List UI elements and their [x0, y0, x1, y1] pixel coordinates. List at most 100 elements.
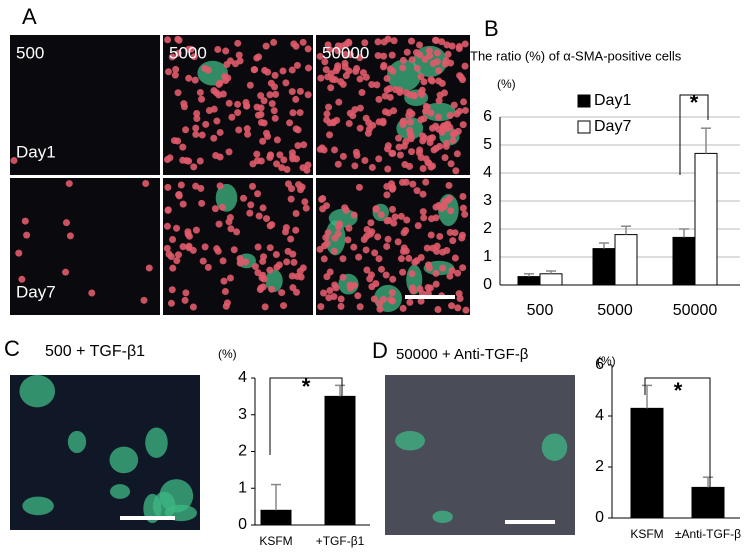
- nucleus: [422, 178, 430, 186]
- nucleus: [266, 266, 274, 274]
- nucleus: [420, 78, 428, 86]
- nucleus: [432, 269, 440, 277]
- y-tick-label: 3: [238, 406, 247, 423]
- nucleus: [198, 95, 206, 103]
- nucleus: [447, 207, 455, 215]
- y-tick-label: 2: [483, 220, 492, 237]
- nucleus: [259, 204, 267, 212]
- nucleus: [385, 216, 393, 224]
- nucleus: [304, 64, 312, 72]
- nucleus: [453, 150, 461, 158]
- nucleus: [455, 290, 463, 298]
- image-label: 5000: [169, 43, 207, 62]
- nucleus: [257, 104, 265, 112]
- nucleus: [246, 209, 254, 217]
- nucleus: [293, 61, 301, 69]
- nucleus: [352, 67, 360, 75]
- nucleus: [280, 302, 288, 310]
- nucleus: [339, 273, 347, 281]
- nucleus: [296, 87, 304, 95]
- nucleus: [320, 289, 328, 297]
- nucleus: [230, 246, 238, 254]
- legend-label: Day1: [594, 92, 631, 109]
- nucleus: [350, 211, 358, 219]
- nucleus: [235, 126, 243, 134]
- nucleus: [435, 97, 443, 105]
- nucleus: [417, 297, 425, 305]
- nucleus: [335, 98, 343, 106]
- nucleus: [283, 165, 291, 173]
- nucleus: [15, 249, 23, 257]
- nucleus: [167, 299, 175, 307]
- bar: [691, 486, 725, 519]
- nucleus: [196, 88, 204, 96]
- nucleus: [292, 210, 300, 218]
- nucleus: [247, 201, 255, 209]
- nucleus: [379, 295, 387, 303]
- nucleus: [257, 119, 265, 127]
- nucleus: [438, 79, 446, 87]
- nucleus: [251, 66, 259, 74]
- nucleus: [399, 56, 407, 64]
- cell-green: [19, 375, 56, 408]
- nucleus: [317, 303, 325, 311]
- nucleus: [360, 235, 368, 243]
- nucleus: [358, 88, 366, 96]
- nucleus: [378, 265, 386, 273]
- nucleus: [451, 129, 459, 137]
- nucleus: [428, 134, 436, 142]
- nucleus: [179, 156, 187, 164]
- nucleus: [323, 273, 331, 281]
- nucleus: [198, 131, 206, 139]
- nucleus: [272, 251, 280, 259]
- nucleus: [304, 91, 312, 99]
- nucleus: [257, 92, 265, 100]
- nucleus: [246, 81, 254, 89]
- nucleus: [212, 152, 220, 160]
- y-tick-label: 2: [595, 458, 604, 475]
- cell-green: [328, 208, 358, 228]
- micrograph: [10, 178, 160, 315]
- nucleus: [432, 280, 440, 288]
- nucleus: [341, 59, 349, 67]
- nucleus: [459, 193, 467, 201]
- nucleus: [459, 264, 467, 272]
- nucleus: [431, 36, 439, 44]
- nucleus: [382, 271, 390, 279]
- cell-green: [109, 484, 131, 499]
- nucleus: [384, 235, 392, 243]
- nucleus: [390, 37, 398, 45]
- nucleus: [367, 219, 375, 227]
- nucleus: [288, 88, 296, 96]
- nucleus: [342, 72, 350, 80]
- nucleus: [201, 243, 209, 251]
- nucleus: [166, 154, 174, 162]
- bar: [630, 407, 664, 519]
- nucleus: [321, 58, 329, 66]
- panel-label: B: [484, 16, 499, 41]
- nucleus: [353, 151, 361, 159]
- nucleus: [292, 125, 300, 133]
- nucleus: [447, 59, 455, 67]
- significance-bracket: [644, 377, 711, 488]
- nucleus: [402, 89, 410, 97]
- nucleus: [288, 272, 296, 280]
- nucleus: [449, 237, 457, 245]
- nucleus: [339, 152, 347, 160]
- nucleus: [406, 298, 414, 306]
- nucleus: [234, 109, 242, 117]
- nucleus: [215, 80, 223, 88]
- nucleus: [292, 95, 300, 103]
- nucleus: [215, 220, 223, 228]
- nucleus: [290, 258, 298, 266]
- nucleus: [213, 245, 221, 253]
- nucleus: [185, 242, 193, 250]
- nucleus: [417, 116, 425, 124]
- nucleus: [287, 235, 295, 243]
- nucleus: [164, 68, 172, 76]
- image-label: Day7: [16, 282, 56, 301]
- nucleus: [185, 157, 193, 165]
- nucleus: [62, 219, 70, 227]
- cell-green: [395, 430, 426, 451]
- x-tick-label: KSFM: [259, 534, 292, 548]
